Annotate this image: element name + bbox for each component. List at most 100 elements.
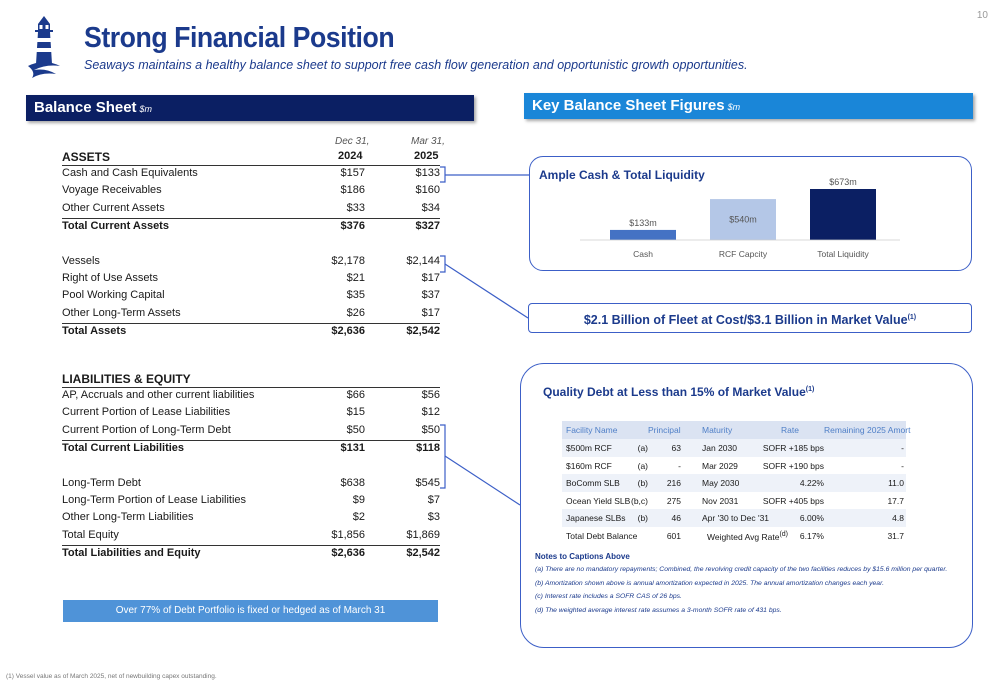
facility-rate: SOFR +185 bps [762,443,824,453]
category-label-1: RCF Capcity [719,249,768,259]
row-label: Total Liabilities and Equity [62,547,201,560]
row-value-2024: $2 [352,511,365,524]
facility-principal: 216 [666,478,681,488]
row-label: Voyage Receivables [62,184,162,197]
col2-year: 2025 [414,150,439,162]
fleet-value-sup: (1) [907,314,917,321]
row-value-2025: $17 [421,272,440,284]
row-value-2024: $186 [340,184,365,197]
row-value-2025: $34 [421,201,440,214]
page-subtitle: Seaways maintains a healthy balance shee… [84,58,748,72]
facility-amort: - [901,460,904,471]
bar-2 [810,189,876,240]
facility-rate: SOFR +190 bps [762,460,824,471]
balance-sheet-unit: $m [139,104,153,114]
bar-0 [610,229,676,240]
debt-title-sup: (1) [805,386,815,393]
facility-maturity: May 2030 [702,478,740,488]
row-value-2024: $33 [346,201,365,214]
row-value-2024: $131 [340,442,365,455]
row-label: Total Current Liabilities [62,442,185,455]
row-value-2024: $2,178 [331,254,365,267]
debt-total-row: Total Debt Balance 601 Weighted Avg Rate(d… [562,527,906,545]
row-value-2025: $160 [415,184,440,197]
facility-amort: 11.0 [888,478,904,488]
key-figures-title: Key Balance Sheet Figures [532,97,725,114]
row-value-2024: $35 [346,289,365,302]
bar-1 [710,199,776,240]
row-label: Cash and Cash Equivalents [62,167,198,179]
assets-row: Right of Use Assets $21 $17 [62,271,440,288]
row-label: Current Portion of Long-Term Debt [62,423,231,436]
col1-date: Dec 31, [335,136,370,147]
facility-name: BoComm SLB [566,478,620,488]
row-value-2024: $15 [346,406,365,419]
note-item: (d) The weighted average interest rate a… [535,606,782,614]
liabilities-row: Total Equity $1,856 $1,869 [62,528,440,545]
row-label: Other Long-Term Assets [62,306,181,319]
debt-title: Quality Debt at Less than 15% of Market … [543,385,814,399]
assets-row: Voyage Receivables $186 $160 [62,183,440,200]
facility-rate: 4.22% [799,478,824,488]
row-value-2025: $12 [421,406,440,419]
facility-name: Ocean Yield SLB [566,495,631,506]
row-value-2024: $2,636 [331,325,365,338]
facility-maturity: Apr '30 to Dec '31 [702,513,770,523]
debt-panel [520,363,973,648]
col1-year: 2024 [338,150,363,162]
liabilities-row: Current Portion of Lease Liabilities $15 $… [62,405,440,422]
total-rate-value: 6.17% [799,531,824,541]
assets-row: Total Current Assets $376 $327 [62,218,440,235]
debt-table-row: BoComm SLB (b) 216 May 2030 4.22% 11.0 [562,474,906,492]
page-number: 10 [976,10,988,21]
liabilities-row: Long-Term Portion of Lease Liabilities $9… [62,493,440,510]
facility-amort: 4.8 [892,513,904,523]
debt-table-row: Japanese SLBs (b) 46 Apr '30 to Dec '31 6.00… [562,509,906,527]
assets-row: Other Current Assets $33 $34 [62,201,440,218]
facility-note: (b,c) [631,495,648,506]
row-label: Vessels [62,254,100,267]
facility-principal: - [678,460,681,471]
row-value-2024: $66 [346,389,365,401]
row-label: Long-Term Debt [62,476,141,489]
key-figures-header: Key Balance Sheet Figures $m [524,93,973,119]
facility-note: (b) [637,478,648,488]
notes-title: Notes to Captions Above [535,552,630,561]
category-label-2: Total Liquidity [817,249,869,259]
row-label: Total Equity [62,528,119,541]
row-value-2025: $50 [421,423,440,436]
liabilities-row: Total Current Liabilities $131 $118 [62,440,440,457]
debt-table-row: $160m RCF (a) - Mar 2029 SOFR +190 bps - [562,457,906,475]
row-value-2025: $7 [427,494,440,506]
row-value-2024: $21 [346,272,365,284]
row-value-2024: $26 [346,306,365,319]
page-title: Strong Financial Position [84,22,395,54]
debt-title-text: Quality Debt at Less than 15% of Market … [543,385,806,399]
row-label: Other Current Assets [62,201,165,214]
debt-fixed-note: Over 77% of Debt Portfolio is fixed or h… [63,600,438,622]
fleet-value-text: $2.1 Billion of Fleet at Cost/$3.1 Billi… [583,313,908,328]
liabilities-row: Long-Term Debt $638 $545 [62,476,440,493]
debt-table-row: Ocean Yield SLB (b,c) 275 Nov 2031 SOFR +405… [562,492,906,510]
row-value-2024: $157 [340,167,365,179]
row-value-2025: $118 [416,442,440,455]
facility-rate: SOFR +405 bps [762,495,824,506]
row-value-2024: $1,856 [331,528,365,541]
total-rate-label: Weighted Avg Rate(d) [707,531,788,542]
assets-row: Cash and Cash Equivalents $157 $133 [62,166,440,183]
assets-row: Total Assets $2,636 $2,542 [62,323,440,340]
row-value-2024: $2,636 [331,547,365,560]
row-value-2025: $3 [427,511,440,524]
balance-sheet-header: Balance Sheet $m [26,95,474,121]
facility-maturity: Mar 2029 [702,460,738,471]
total-name: Total Debt Balance [566,531,638,541]
lighthouse-logo-icon [28,16,60,78]
note-item: (b) Amortization shown above is annual a… [535,579,884,587]
total-rate-label-text: Weighted Avg Rate [706,531,780,542]
row-value-2024: $638 [340,476,365,489]
cash-liquidity-chart: $133m Cash $540m RCF Capcity $673m Total Liqu… [580,177,900,259]
row-label: Total Current Assets [62,220,169,233]
facility-note: (b) [637,513,648,523]
facility-rate: 6.00% [799,513,824,523]
